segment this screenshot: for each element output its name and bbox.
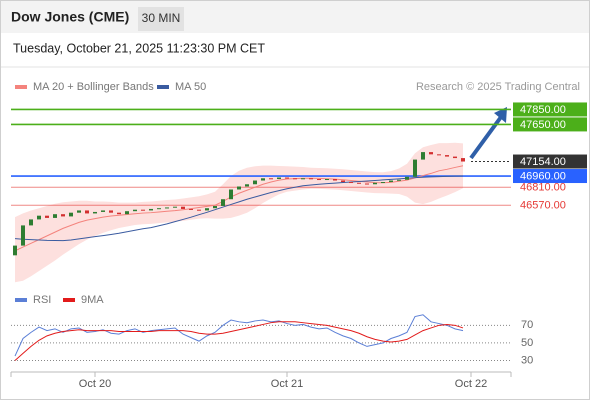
x-tick-label: Oct 20 [79,378,111,390]
level-label-box [513,169,587,184]
candle [125,211,129,215]
candle [37,215,41,220]
candle [389,180,393,183]
candle [349,182,353,184]
candle [61,214,65,217]
candle [285,177,289,179]
moving-average [14,175,464,242]
forecast-arrow [469,115,503,160]
candle [229,189,233,200]
level-label: 46810.00 [520,182,566,194]
candle [325,179,329,181]
candle [381,182,385,184]
candle [397,179,401,181]
candle [461,158,465,162]
candle [165,207,169,209]
candle [373,182,377,185]
legend-label: MA 50 [175,81,206,93]
candle [45,215,49,218]
candle [261,178,265,181]
interval[interactable]: 30 MIN [142,11,181,25]
candle [53,214,57,218]
candle [181,206,185,209]
candle [101,210,105,212]
candle [133,209,137,212]
candle [413,159,417,177]
level-label: 46960.00 [520,170,566,182]
candle [293,178,297,180]
indicator-line [14,314,464,357]
candle [69,212,73,217]
candle [405,176,409,180]
candle [245,184,249,187]
y-tick-label: 30 [521,354,533,366]
candle [333,179,337,181]
header-bar [1,1,589,33]
candle [237,186,241,190]
legend-label: MA 20 + Bollinger Bands [33,81,154,93]
y-tick-label: 50 [521,337,533,349]
candle [205,208,209,211]
legend-swatch [15,85,27,89]
candle [357,182,361,184]
candle [29,219,33,226]
candle [317,179,321,181]
candle [365,183,369,185]
y-tick-label: 70 [521,319,533,331]
level-label: 47850.00 [520,104,566,116]
candle [341,180,345,183]
candle [213,205,217,209]
candle [197,209,201,211]
candle [93,211,97,214]
legend-label: 9MA [81,294,104,306]
candle [77,210,81,213]
candle [173,206,177,208]
candle [421,152,425,160]
level-label: 47154.00 [520,156,566,168]
bollinger-band [15,142,463,283]
candle [85,210,89,214]
source: Research © 2025 Trading Central [416,81,580,93]
moving-average [14,165,464,252]
level-label-box [513,154,587,169]
candle [13,245,17,256]
candle [437,154,441,156]
chart-title: Dow Jones (CME) [11,9,129,25]
candle [149,208,153,211]
legend-swatch [63,298,75,302]
interval-pill[interactable] [138,7,184,31]
legend-swatch [157,85,169,89]
legend-label: RSI [33,294,51,306]
candle [253,180,257,185]
forecast-arrowhead [494,107,507,123]
candle [453,156,457,159]
indicator-line [14,321,464,361]
candle [445,155,449,157]
x-tick-label: Oct 22 [455,378,487,390]
candle [429,152,433,155]
candle [269,178,273,180]
subtitle: Tuesday, October 21, 2025 11:23:30 PM CE… [13,41,265,55]
candle [157,208,161,210]
legend-swatch [15,298,27,302]
candle [189,208,193,210]
level-label-box [513,102,587,117]
candle [301,178,305,180]
candle [309,178,313,180]
level-label-box [513,117,587,132]
level-label: 47650.00 [520,119,566,131]
candle [117,212,121,215]
candle [221,199,225,206]
candle [277,177,281,180]
candle [21,225,25,246]
candle [109,210,113,213]
x-tick-label: Oct 21 [271,378,303,390]
level-label: 46570.00 [520,200,566,212]
candle [141,209,145,211]
